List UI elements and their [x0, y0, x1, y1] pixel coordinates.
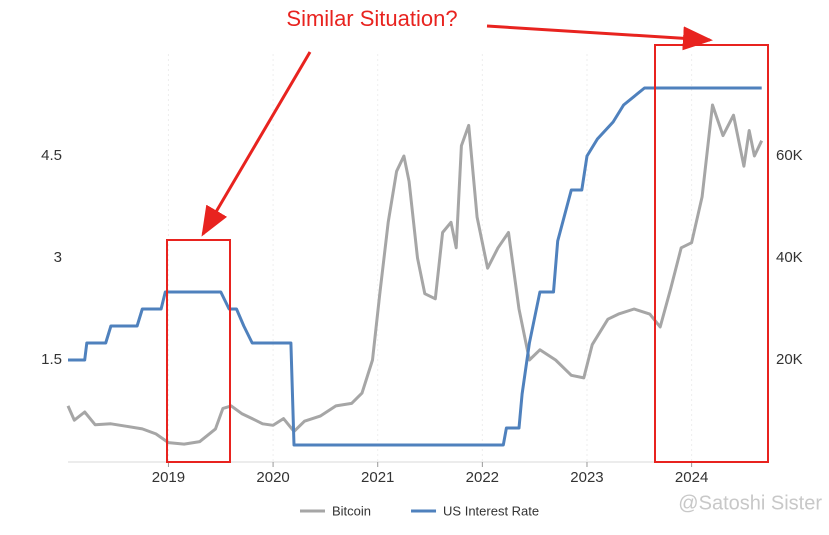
x-tick-label: 2021 [361, 469, 394, 486]
series-line [66, 103, 764, 446]
legend-label: US Interest Rate [443, 503, 539, 518]
highlight-box [166, 239, 231, 463]
x-tick-label: 2019 [152, 469, 185, 486]
series-line [68, 86, 762, 447]
y-tick-label: 4.5 [41, 147, 62, 164]
x-tick-label: 2020 [256, 469, 289, 486]
x-tick-label: 2024 [675, 469, 708, 486]
y2-tick-label: 40K [776, 249, 803, 266]
watermark: @Satoshi Sister [678, 492, 822, 514]
arrow [486, 24, 713, 51]
y2-tick-label: 60K [776, 147, 803, 164]
y2-tick-label: 20K [776, 351, 803, 368]
x-tick-label: 2023 [570, 469, 603, 486]
y-tick-label: 3 [54, 249, 62, 266]
arrow [201, 51, 312, 237]
chart-title: Similar Situation? [286, 6, 457, 31]
legend-label: Bitcoin [332, 503, 371, 518]
y-tick-label: 1.5 [41, 351, 62, 368]
plot-area: 2019 2020 2021 2022 2023 2024 1.5 3 4.5 20K 40K 60K… [41, 54, 803, 518]
x-tick-label: 2022 [466, 469, 499, 486]
